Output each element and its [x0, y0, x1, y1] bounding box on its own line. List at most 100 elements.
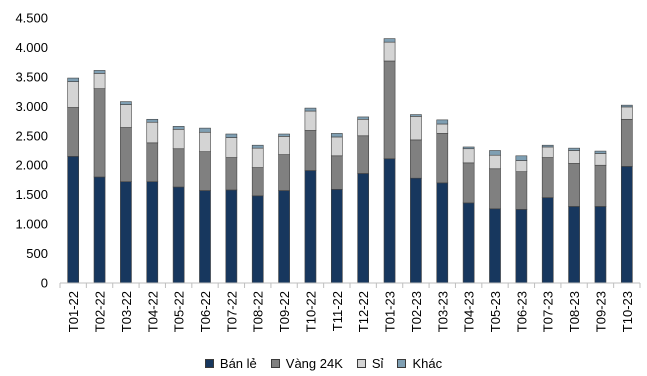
bar-segment-3: [568, 150, 580, 164]
bar-segment-1: [568, 206, 580, 284]
bar-segment-1: [93, 176, 106, 284]
legend-label: Sỉ: [371, 356, 384, 371]
bar-segment-3: [146, 121, 159, 144]
bar-segment-2: [620, 118, 633, 167]
bar-segment-2: [278, 154, 290, 191]
y-tick-label: 500: [26, 246, 48, 261]
bar-segment-3: [541, 146, 554, 158]
x-tick-label: T09-23: [593, 291, 608, 332]
legend-item: Khác: [397, 356, 442, 371]
bar-segment-1: [489, 208, 501, 284]
bar-segment-2: [383, 60, 396, 160]
x-tick-label: T10-23: [620, 291, 635, 332]
bar-segment-4: [93, 70, 106, 74]
bar-segment-4: [594, 150, 607, 154]
bar-segment-4: [357, 116, 370, 120]
bar-segment-4: [515, 155, 528, 161]
bar-segment-1: [172, 186, 185, 284]
bar-segment-2: [594, 164, 607, 207]
bar-segment-2: [146, 142, 159, 183]
bar-segment-1: [594, 206, 607, 284]
bar-segment-4: [199, 127, 211, 133]
bar-segment-4: [620, 104, 633, 108]
bar-segment-1: [225, 189, 238, 284]
bar-segment-3: [199, 131, 211, 152]
bar-segment-2: [93, 88, 106, 178]
bar-segment-4: [67, 77, 80, 82]
bar-segment-2: [410, 139, 422, 179]
bar-segment-1: [515, 209, 528, 284]
bar-segment-1: [330, 189, 343, 284]
bar-segment-3: [357, 118, 370, 137]
x-tick-label: T01-22: [66, 291, 81, 332]
x-tick-label: T06-23: [514, 291, 529, 332]
x-tick-label: T06-22: [198, 291, 213, 332]
bar-segment-2: [120, 127, 132, 183]
x-axis: T01-22 T02-22 T03-22 T04-22 T05-22 T06-22 T07-…: [66, 291, 635, 332]
bars: [67, 38, 633, 284]
bar-segment-4: [383, 38, 396, 43]
x-tick-label: T01-23: [383, 291, 398, 332]
x-tick-label: T08-23: [567, 291, 582, 332]
bar-segment-4: [146, 118, 159, 123]
bar-segment-4: [278, 133, 290, 137]
bar-segment-1: [410, 177, 422, 284]
bar-segment-2: [462, 162, 475, 204]
x-tick-label: T07-23: [541, 291, 556, 332]
legend: Bán lẻ Vàng 24K Sỉ Khác: [0, 356, 647, 371]
y-tick-label: 4.500: [15, 11, 48, 26]
bar-segment-2: [357, 135, 370, 174]
bar-segment-3: [620, 106, 633, 120]
axis-lines: [59, 282, 641, 288]
y-axis: 0 500 1.000 1.500 2.000 2.500 3.000 3.500 4.000 4…: [15, 11, 48, 291]
bar-segment-1: [120, 181, 132, 284]
y-tick-label: 3.500: [15, 69, 48, 84]
legend-swatch: [397, 359, 407, 368]
x-tick-label: T11-22: [330, 291, 345, 331]
bar-segment-1: [67, 156, 80, 284]
bar-segment-2: [199, 151, 211, 191]
bar-segment-3: [330, 136, 343, 157]
y-tick-label: 3.000: [15, 99, 48, 114]
bar-segment-3: [515, 160, 528, 172]
y-tick-label: 4.000: [15, 40, 48, 55]
x-tick-label: T03-22: [119, 291, 134, 332]
bar-segment-3: [120, 104, 132, 128]
x-tick-label: T12-22: [356, 291, 371, 332]
bar-segment-2: [251, 167, 264, 197]
bar-segment-2: [67, 107, 80, 157]
x-tick-label: T08-22: [251, 291, 266, 332]
x-tick-label: T02-23: [409, 291, 424, 332]
bar-segment-1: [251, 195, 264, 284]
bar-segment-3: [489, 154, 501, 170]
bar-segment-4: [120, 101, 132, 105]
bar-segment-1: [199, 190, 211, 284]
y-tick-label: 1.000: [15, 217, 48, 232]
bar-segment-4: [330, 133, 343, 138]
bar-segment-3: [278, 136, 290, 155]
x-tick-label: T10-22: [303, 291, 318, 332]
bar-segment-1: [620, 166, 633, 284]
bar-segment-1: [357, 173, 370, 284]
legend-swatch: [356, 359, 366, 368]
bar-segment-4: [251, 144, 264, 149]
legend-label: Khác: [412, 356, 443, 371]
x-tick-label: T03-23: [435, 291, 450, 332]
x-tick-label: T09-22: [277, 291, 292, 332]
bar-segment-3: [251, 147, 264, 168]
bar-segment-1: [278, 190, 290, 284]
y-tick-label: 1.500: [15, 187, 48, 202]
x-tick-label: T04-22: [145, 291, 160, 332]
bar-segment-2: [515, 171, 528, 210]
x-tick-label: T07-22: [224, 291, 239, 332]
bar-segment-3: [93, 73, 106, 89]
bar-segment-3: [172, 129, 185, 150]
x-tick-label: T05-23: [488, 291, 503, 332]
legend-item: Vàng 24K: [270, 356, 343, 371]
bar-segment-2: [330, 155, 343, 190]
bar-segment-2: [225, 157, 238, 191]
bar-segment-2: [489, 168, 501, 210]
x-tick-label: T04-23: [462, 291, 477, 332]
legend-swatch: [204, 359, 214, 368]
